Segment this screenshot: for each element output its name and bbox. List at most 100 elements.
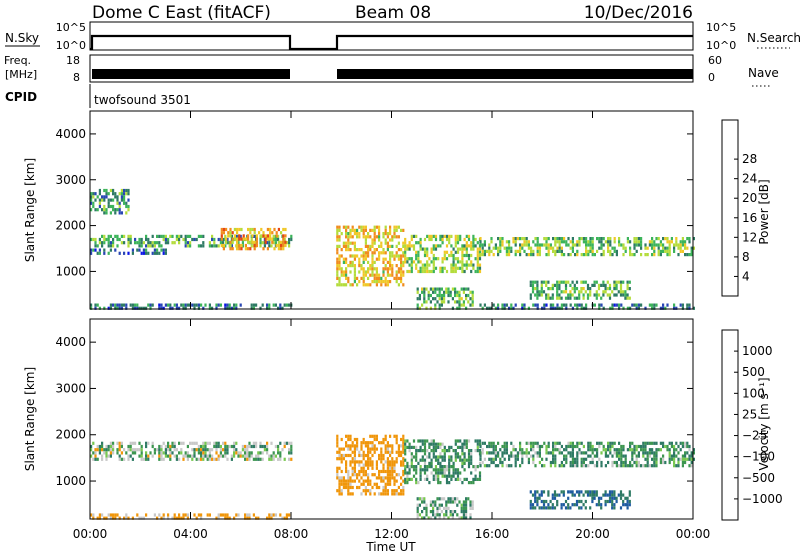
heatmap-cell [565, 303, 568, 307]
heatmap-cell [571, 503, 574, 507]
heatmap-cell [225, 237, 228, 241]
heatmap-cell [593, 448, 596, 452]
heatmap-cell [94, 237, 97, 242]
heatmap-cell [584, 490, 587, 494]
heatmap-cell [356, 444, 359, 448]
heatmap-cell [369, 447, 372, 451]
heatmap-cell [233, 516, 236, 520]
heatmap-cell [138, 454, 141, 458]
heatmap-cell [347, 248, 350, 252]
heatmap-cell [362, 479, 365, 483]
heatmap-cell [659, 306, 662, 310]
heatmap-cell [447, 516, 450, 520]
heatmap-cell [382, 235, 385, 239]
heatmap-cell [575, 490, 579, 494]
heatmap-cell [169, 454, 172, 458]
heatmap-cell [549, 499, 552, 504]
heatmap-cell [547, 451, 550, 455]
heatmap-cell [595, 296, 598, 300]
heatmap-cell [604, 493, 607, 497]
heatmap-cell [456, 455, 460, 459]
heatmap-cell [591, 460, 594, 465]
heatmap-cell [103, 195, 106, 199]
heatmap-cell [472, 465, 475, 469]
heatmap-cell [617, 280, 620, 284]
heatmap-cell [576, 249, 579, 253]
heatmap-cell [410, 234, 413, 238]
heatmap-cell [367, 460, 370, 464]
heatmap-cell [239, 454, 242, 458]
nsky-trace [90, 34, 693, 51]
heatmap-cell [364, 492, 367, 496]
heatmap-cell [595, 490, 598, 494]
heatmap-cell [593, 280, 596, 284]
heatmap-cell [519, 444, 522, 449]
heatmap-cell [393, 232, 396, 236]
heatmap-cell [434, 513, 437, 517]
heatmap-cell [618, 243, 621, 247]
heatmap-cell [589, 287, 592, 291]
heatmap-cell [681, 444, 684, 449]
heatmap-cell [114, 303, 117, 307]
heatmap-cell [558, 280, 561, 284]
heatmap-cell [512, 448, 515, 452]
heatmap-cell [101, 198, 104, 202]
heatmap-cell [423, 266, 427, 270]
heatmap-cell [622, 290, 625, 294]
heatmap-cell [402, 251, 405, 255]
heatmap-cell [458, 300, 461, 304]
heatmap-cell [474, 237, 477, 242]
heatmap-cell [670, 240, 673, 244]
heatmap-cell [264, 237, 267, 241]
heatmap-cell [189, 234, 192, 238]
heatmap-cell [510, 306, 513, 310]
heatmap-cell [114, 234, 117, 238]
heatmap-cell [432, 513, 435, 517]
heatmap-cell [375, 460, 378, 464]
heatmap-cell [538, 243, 541, 247]
heatmap-cell [145, 457, 148, 461]
heatmap-cell [465, 442, 468, 446]
heatmap-cell [545, 237, 548, 241]
heatmap-cell [90, 444, 93, 449]
heatmap-cell [538, 444, 541, 449]
heatmap-cell [576, 243, 579, 247]
heatmap-cell [596, 448, 599, 452]
heatmap-cell [412, 244, 416, 248]
heatmap-cell [211, 237, 214, 242]
heatmap-cell [538, 493, 541, 497]
heatmap-cell [547, 493, 550, 497]
heatmap-cell [114, 513, 117, 517]
heatmap-cell [384, 460, 387, 464]
heatmap-cell [637, 444, 640, 449]
heatmap-cell [109, 513, 112, 517]
heatmap-cell [360, 466, 363, 470]
heatmap-cell [219, 513, 222, 517]
heatmap-cell [608, 287, 612, 291]
heatmap-cell [169, 444, 172, 449]
heatmap-cell [587, 448, 590, 452]
heatmap-cell [349, 453, 352, 458]
heatmap-cell [613, 496, 616, 500]
heatmap-cell [505, 253, 508, 257]
heatmap-cell [445, 237, 449, 242]
heatmap-cell [340, 283, 343, 287]
heatmap-cell [134, 303, 137, 307]
heatmap-cell [393, 466, 396, 470]
heatmap-cell [349, 444, 352, 448]
heatmap-cell [336, 441, 339, 445]
heatmap-cell [596, 451, 599, 455]
heatmap-cell [655, 237, 658, 241]
heatmap-cell [375, 437, 378, 442]
heatmap-cell [342, 482, 345, 486]
heatmap-cell [114, 208, 117, 212]
heatmap-cell [158, 444, 161, 449]
heatmap-cell [90, 454, 93, 458]
heatmap-cell [360, 482, 363, 486]
heatmap-cell [655, 441, 658, 445]
heatmap-cell [578, 290, 581, 294]
heatmap-cell [222, 247, 225, 251]
heatmap-cell [474, 244, 477, 248]
heatmap-cell [615, 451, 618, 455]
